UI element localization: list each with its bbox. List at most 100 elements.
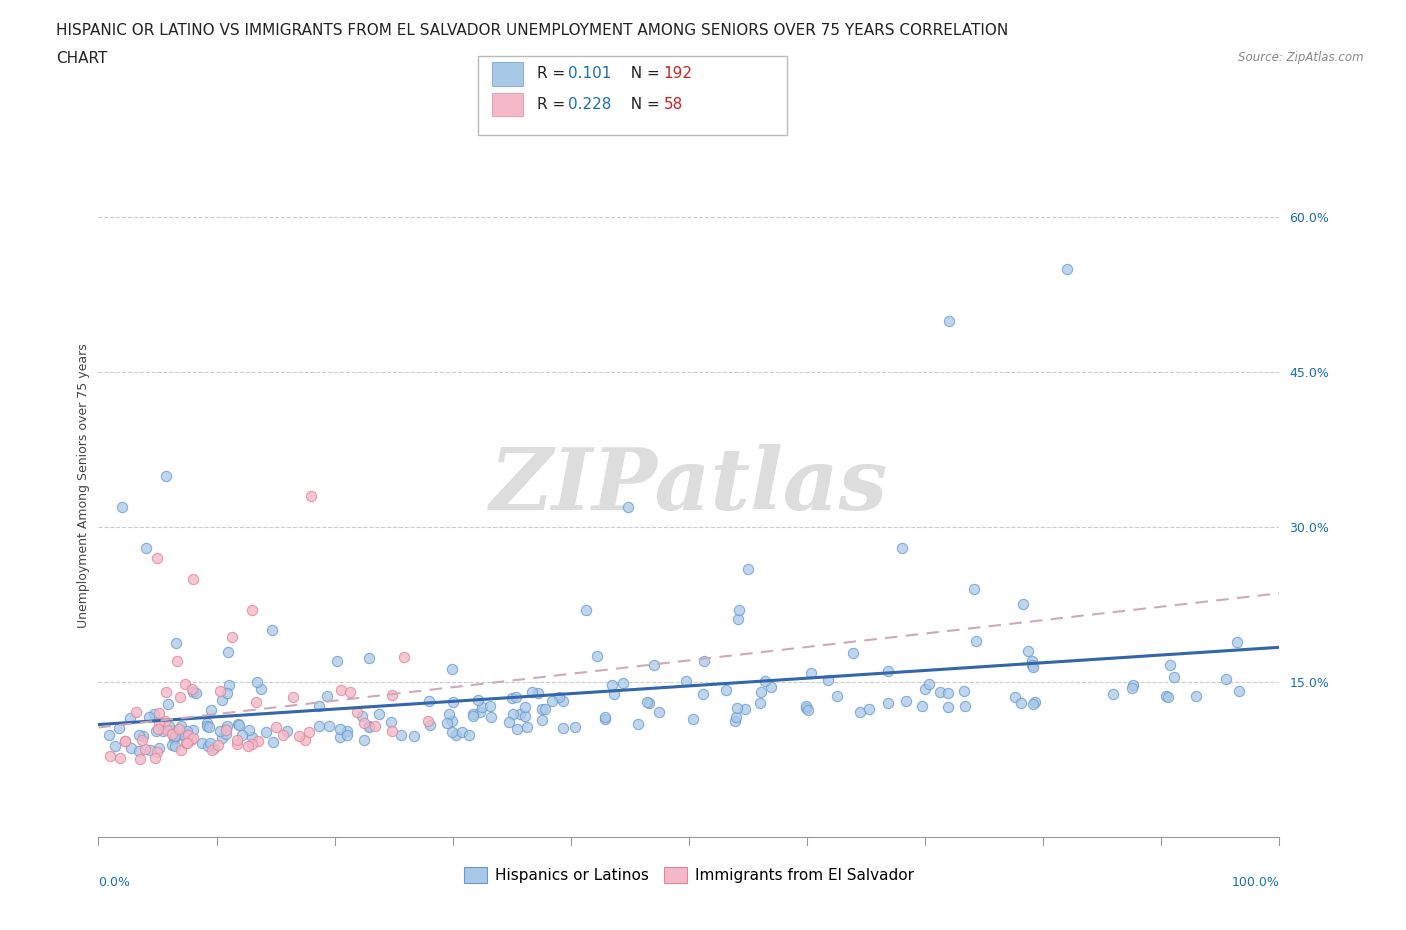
Point	[254, 724, 277, 739]
Point	[163, 739, 186, 754]
Point	[145, 724, 167, 738]
Text: R =: R =	[537, 66, 571, 82]
Text: 192: 192	[664, 66, 693, 82]
Text: 100.0%: 100.0%	[1232, 876, 1279, 889]
Point	[530, 701, 553, 716]
Point	[817, 672, 839, 687]
Point	[138, 710, 160, 724]
Point	[675, 673, 697, 688]
Point	[330, 683, 353, 698]
Point	[114, 734, 136, 749]
Point	[797, 702, 820, 717]
Point	[298, 724, 321, 739]
Point	[600, 678, 623, 693]
Point	[217, 644, 239, 659]
Point	[148, 721, 170, 736]
Point	[1185, 689, 1208, 704]
Point	[294, 732, 316, 747]
Point	[155, 468, 177, 483]
Point	[350, 709, 373, 724]
Point	[211, 730, 233, 745]
Point	[190, 736, 212, 751]
Point	[468, 705, 491, 720]
Point	[329, 729, 352, 744]
Point	[308, 699, 330, 714]
Point	[612, 676, 634, 691]
Point	[221, 630, 243, 644]
Point	[825, 689, 848, 704]
Point	[723, 713, 745, 728]
Point	[180, 682, 202, 697]
Point	[593, 711, 616, 726]
Point	[1017, 644, 1039, 658]
Point	[441, 725, 464, 740]
Point	[195, 719, 218, 734]
Point	[877, 695, 900, 710]
Point	[416, 713, 439, 728]
Text: 0.228: 0.228	[568, 97, 612, 113]
Point	[419, 718, 441, 733]
Point	[501, 691, 523, 706]
Point	[197, 738, 219, 753]
Point	[498, 715, 520, 730]
Point	[436, 716, 458, 731]
Point	[418, 694, 440, 709]
Point	[1021, 658, 1043, 672]
Point	[502, 706, 524, 721]
Point	[693, 654, 716, 669]
Point	[1012, 597, 1035, 612]
Point	[749, 684, 772, 699]
Point	[179, 729, 201, 744]
Point	[617, 499, 640, 514]
Point	[841, 645, 863, 660]
Point	[478, 698, 501, 713]
Point	[437, 707, 460, 722]
Point	[457, 727, 479, 742]
Point	[692, 686, 714, 701]
Point	[218, 678, 240, 693]
Point	[1227, 684, 1250, 698]
Point	[896, 694, 918, 709]
Point	[238, 738, 260, 753]
Point	[963, 582, 986, 597]
Point	[128, 743, 150, 758]
Text: 58: 58	[664, 97, 683, 113]
Point	[329, 722, 352, 737]
Point	[467, 693, 489, 708]
Point	[200, 703, 222, 718]
Point	[381, 724, 404, 738]
Point	[363, 718, 385, 733]
Point	[392, 649, 415, 664]
Point	[794, 698, 817, 713]
Point	[551, 693, 574, 708]
Point	[156, 697, 179, 711]
Point	[800, 665, 823, 680]
Point	[734, 701, 756, 716]
Point	[849, 704, 872, 719]
Point	[1159, 658, 1181, 672]
Text: CHART: CHART	[56, 51, 108, 66]
Point	[128, 728, 150, 743]
Point	[163, 732, 186, 747]
Point	[585, 649, 607, 664]
Point	[160, 726, 183, 741]
Point	[389, 727, 412, 742]
Point	[315, 688, 337, 703]
Point	[553, 721, 575, 736]
Point	[238, 723, 260, 737]
Point	[534, 702, 557, 717]
Point	[530, 712, 553, 727]
Point	[463, 707, 485, 722]
Point	[174, 736, 197, 751]
Point	[858, 701, 880, 716]
Point	[173, 728, 195, 743]
Point	[132, 728, 155, 743]
Point	[440, 714, 463, 729]
Point	[264, 720, 287, 735]
Point	[682, 711, 704, 726]
Point	[643, 658, 665, 672]
Point	[226, 717, 249, 732]
Point	[1022, 697, 1045, 711]
Point	[911, 698, 934, 713]
Point	[346, 705, 368, 720]
